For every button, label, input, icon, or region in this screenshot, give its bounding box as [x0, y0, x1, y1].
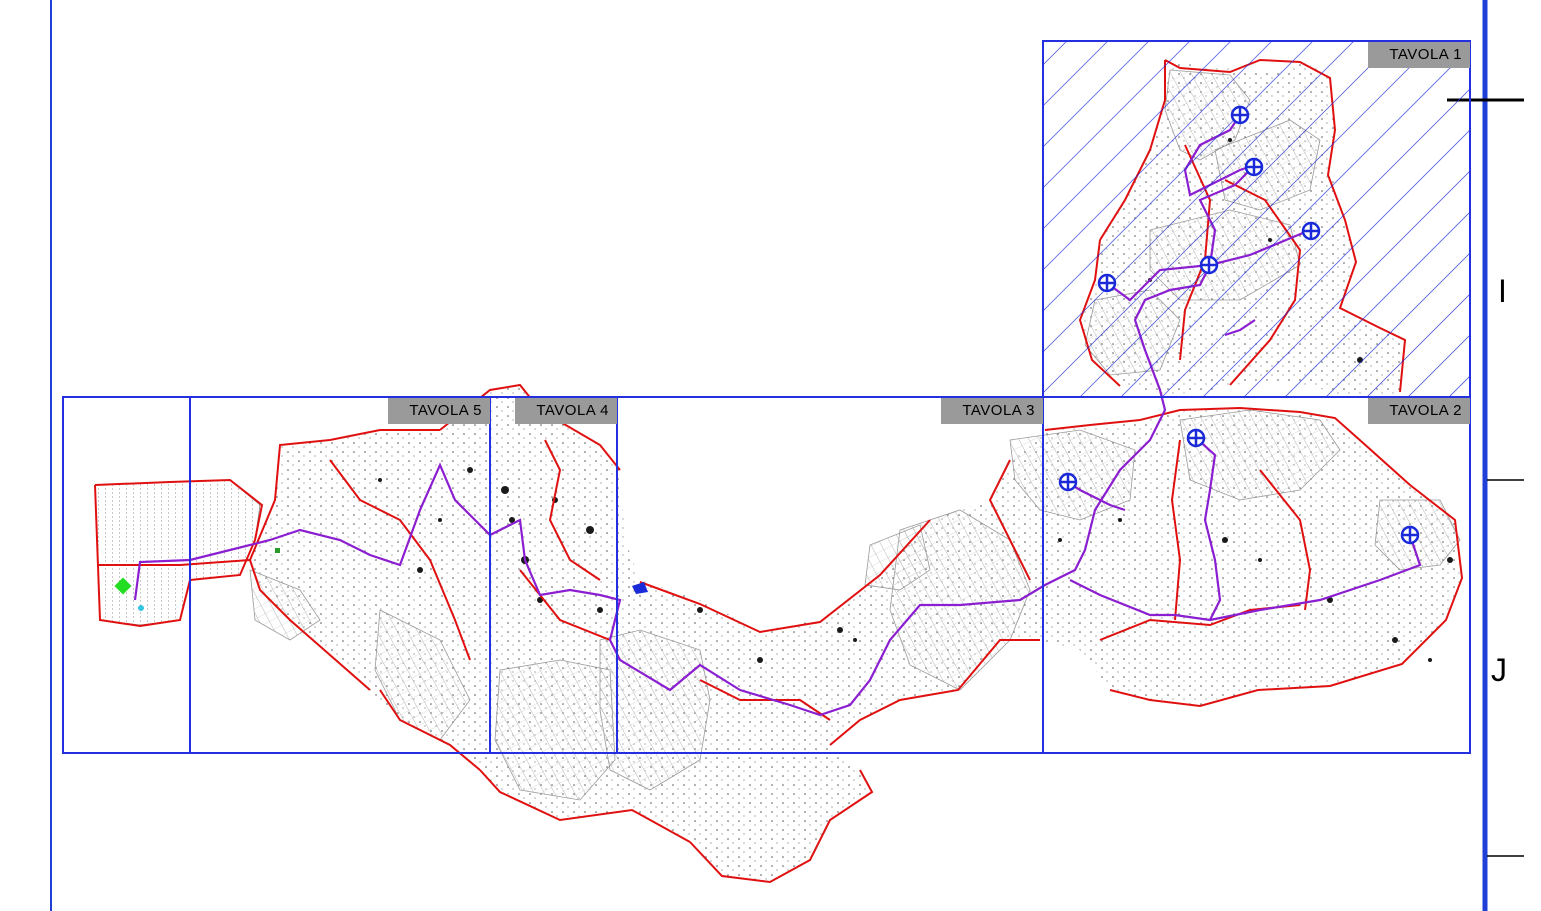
grid-row-label-j: J: [1491, 652, 1507, 688]
node-marker-icon: [1230, 105, 1250, 125]
node-marker-icon: [1244, 157, 1264, 177]
blue-symbol-icon: [632, 582, 648, 594]
node-markers: [1058, 105, 1420, 545]
node-marker-icon: [1199, 255, 1219, 275]
tile-label-3[interactable]: TAVOLA 3: [941, 398, 1043, 424]
node-marker-icon: [1301, 221, 1321, 241]
endpoint-marker-icon: [138, 605, 144, 611]
tile-label-1[interactable]: TAVOLA 1: [1368, 42, 1470, 68]
green-symbol-icon: [275, 548, 280, 553]
node-marker-icon: [1400, 525, 1420, 545]
tile-grid: [62, 40, 1471, 754]
tile-label-2[interactable]: TAVOLA 2: [1368, 398, 1470, 424]
tile-frame-1: [1042, 40, 1471, 398]
tile-label-5[interactable]: TAVOLA 5: [388, 398, 490, 424]
node-marker-icon: [1058, 472, 1078, 492]
tile-frame-west: [62, 396, 191, 754]
start-marker-icon: [114, 577, 132, 595]
node-marker-icon: [1186, 428, 1206, 448]
node-marker-icon: [1097, 273, 1117, 293]
tile-label-4[interactable]: TAVOLA 4: [515, 398, 617, 424]
grid-row-label-i: I: [1498, 273, 1507, 309]
